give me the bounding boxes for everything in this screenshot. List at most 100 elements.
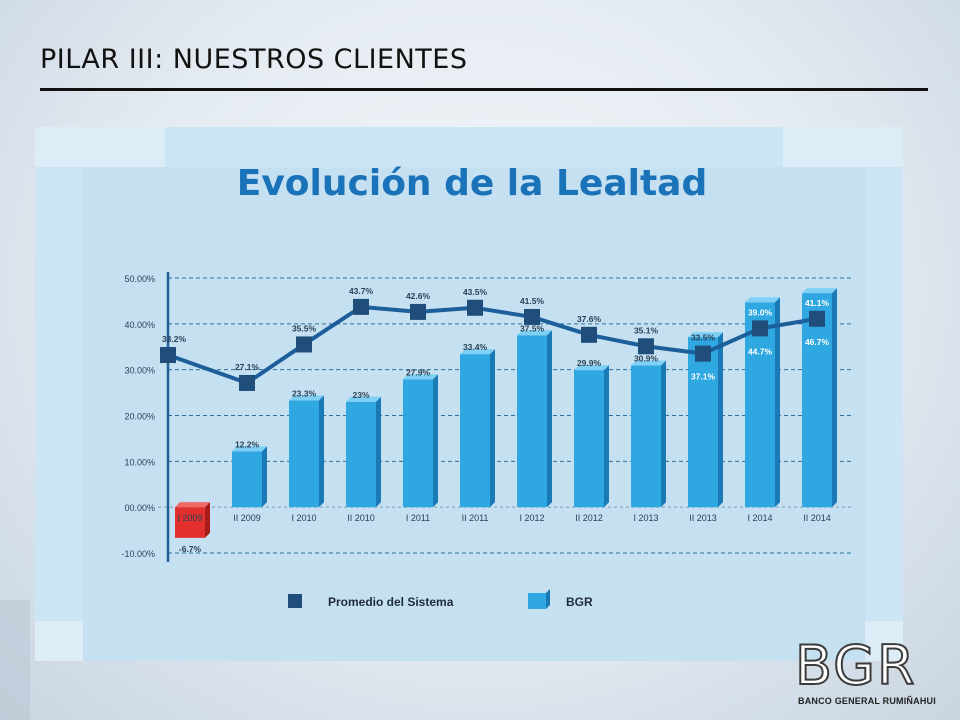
- bgr-bar-top: [460, 349, 495, 355]
- bgr-bar-side: [661, 360, 666, 508]
- bgr-bar-side: [604, 365, 609, 508]
- x-tick-label: II 2010: [347, 513, 375, 523]
- x-tick-label: II 2009: [233, 513, 261, 523]
- bgr-bar-label: 30.9%: [634, 354, 659, 364]
- system-average-label: 41.1%: [805, 298, 830, 308]
- system-average-label: 42.6%: [406, 291, 431, 301]
- bgr-bar-top: [175, 502, 210, 508]
- bgr-bar-side: [718, 332, 723, 508]
- system-average-label: 35.1%: [634, 325, 659, 335]
- y-tick-label: 30.00%: [124, 366, 155, 376]
- bgr-bar-label: 29.9%: [577, 358, 602, 368]
- bgr-bar-top: [517, 330, 552, 336]
- x-tick-label: I 2012: [519, 513, 544, 523]
- bgr-bar-label: 27.9%: [406, 367, 431, 377]
- x-tick-label: I 2014: [747, 513, 772, 523]
- bgr-bar-side: [262, 446, 267, 508]
- x-tick-label: I 2013: [633, 513, 658, 523]
- system-average-label: 41.5%: [520, 296, 545, 306]
- bgr-bar-side: [433, 374, 438, 508]
- x-tick-label: I 2009: [177, 513, 202, 523]
- bgr-bar: [517, 330, 552, 508]
- legend-swatch-bgr-side: [546, 589, 550, 609]
- y-tick-label: 20.00%: [124, 412, 155, 422]
- system-average-label: 43.7%: [349, 286, 374, 296]
- legend-label-system: Promedio del Sistema: [328, 595, 454, 609]
- system-average-marker: [581, 326, 597, 343]
- bgr-bar-top: [232, 446, 267, 452]
- bgr-bar-label: -6.7%: [179, 544, 202, 554]
- bgr-bar-front: [289, 400, 319, 508]
- bgr-bar-front: [403, 379, 433, 508]
- system-average-label: 33.5%: [691, 333, 716, 343]
- y-tick-label: 10.00%: [124, 457, 155, 467]
- system-average-marker: [410, 303, 426, 320]
- y-tick-label: -10.00%: [121, 549, 155, 559]
- system-average-label: 39.0%: [748, 307, 773, 317]
- bgr-bar-side: [205, 502, 210, 538]
- bgr-bar: [574, 365, 609, 508]
- bgr-bar-front: [631, 365, 661, 508]
- system-average-marker: [638, 338, 654, 355]
- y-tick-label: 40.00%: [124, 320, 155, 330]
- system-average-marker: [695, 345, 711, 362]
- bgr-bar: [688, 332, 723, 508]
- x-tick-label: II 2014: [803, 513, 831, 523]
- bgr-bar-label: 23.3%: [292, 388, 317, 398]
- system-average-marker: [296, 336, 312, 353]
- bgr-bar: [289, 395, 324, 508]
- legend-swatch-bgr: [528, 593, 546, 609]
- system-average-marker: [160, 347, 176, 363]
- bgr-bar-label: 33.4%: [463, 342, 488, 352]
- bgr-bar-side: [832, 288, 837, 508]
- system-average-line: [160, 298, 825, 391]
- bgr-bar: [346, 396, 381, 508]
- chart-legend: Promedio del Sistema BGR: [288, 589, 593, 609]
- bgr-bar-label: 44.7%: [748, 346, 773, 356]
- x-tick-label: II 2011: [462, 513, 489, 523]
- bgr-bar-side: [547, 330, 552, 508]
- bgr-bar-top: [289, 395, 324, 401]
- bgr-bar-front: [175, 507, 205, 538]
- bgr-bar-front: [745, 302, 775, 508]
- bgr-bar-side: [376, 396, 381, 508]
- panel-corner-tl: [35, 127, 165, 167]
- bgr-bar: [745, 297, 780, 508]
- bgr-bar-label: 12.2%: [235, 439, 260, 449]
- x-tick-label: II 2013: [689, 513, 717, 523]
- panel-corner-br: [865, 621, 903, 661]
- bgr-bar: [631, 360, 666, 508]
- data-labels: 33.2% 27.1% 35.5% 43.7% 42.6% 43.5% 41.5% 37.6%…: [162, 286, 830, 554]
- bgr-logo: BGR BANCO GENERAL RUMIÑAHUI: [794, 634, 945, 715]
- bgr-bar-label: 37.5%: [520, 323, 545, 333]
- bgr-bar-front: [460, 354, 490, 508]
- system-average-marker: [239, 374, 255, 391]
- y-axis: 50.00% 40.00% 30.00% 20.00% 10.00% 00.00% -10.…: [121, 272, 852, 562]
- grid-lines: [168, 277, 852, 554]
- bgr-bar-top: [688, 332, 723, 338]
- bgr-bar-front: [574, 370, 604, 508]
- x-tick-label: II 2012: [575, 513, 603, 523]
- bgr-bar-top: [346, 396, 381, 402]
- system-average-label: 35.5%: [292, 323, 317, 333]
- bgr-bar-label: 23%: [352, 390, 369, 400]
- bgr-bar: [175, 502, 210, 538]
- chart-title: Evolución de la Lealtad: [237, 163, 707, 204]
- bgr-bar: [460, 349, 495, 508]
- bgr-bar-top: [403, 374, 438, 380]
- bgr-bar-top: [745, 297, 780, 303]
- bgr-bar: [802, 288, 837, 508]
- system-average-marker: [809, 310, 825, 327]
- system-average-label: 37.6%: [577, 314, 602, 324]
- y-tick-label: 50.00%: [124, 274, 155, 284]
- bgr-bar-top: [802, 288, 837, 294]
- logo-mark: BGR: [794, 634, 917, 697]
- logo-subtitle: BANCO GENERAL RUMIÑAHUI: [798, 696, 936, 706]
- system-average-polyline: [167, 304, 818, 385]
- bgr-bar-front: [346, 401, 376, 508]
- bgr-bar-front: [688, 337, 718, 508]
- bgr-bar-front: [802, 293, 832, 508]
- x-tick-label: I 2011: [406, 513, 430, 523]
- bgr-bar-side: [319, 395, 324, 508]
- y-tick-label: 00.00%: [124, 503, 155, 513]
